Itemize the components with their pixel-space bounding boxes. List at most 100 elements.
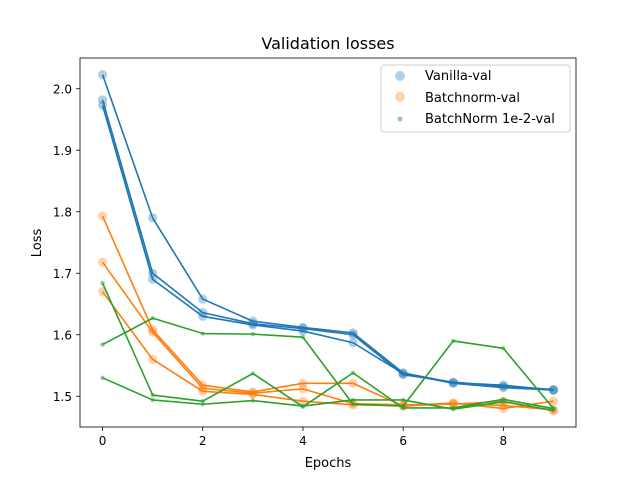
legend-marker-vanilla xyxy=(395,71,405,81)
y-tick-label: 1.7 xyxy=(53,267,72,281)
x-tick-label: 4 xyxy=(299,434,307,448)
data-point-batchnorm-val xyxy=(548,396,559,406)
series-line-batchnorm-1e-2-val-run-3 xyxy=(102,377,554,412)
y-tick-label: 2.0 xyxy=(53,82,72,96)
data-point-batchnorm-1e-2-val xyxy=(250,371,256,376)
x-tick-label: 6 xyxy=(399,434,407,448)
data-point-batchnorm-val xyxy=(148,327,158,337)
data-point-vanilla-val xyxy=(148,274,158,284)
x-tick-label: 8 xyxy=(500,434,508,448)
data-point-batchnorm-val xyxy=(448,399,458,409)
legend-label-vanilla: Vanilla-val xyxy=(425,69,492,84)
data-point-batchnorm-val xyxy=(97,257,108,267)
data-point-batchnorm-1e-2-val xyxy=(100,375,105,380)
data-point-vanilla-val xyxy=(548,385,559,395)
data-point-batchnorm-val xyxy=(298,396,308,406)
data-point-vanilla-val xyxy=(498,381,508,392)
data-point-vanilla-val xyxy=(548,384,559,395)
x-axis-label: Epochs xyxy=(305,456,352,471)
y-tick-label: 1.9 xyxy=(53,144,72,158)
plot-frame xyxy=(79,57,577,428)
data-point-batchnorm-1e-2-val xyxy=(150,315,155,321)
data-point-vanilla-val xyxy=(448,378,458,388)
data-point-batchnorm-1e-2-val xyxy=(400,405,406,411)
data-point-vanilla-val xyxy=(398,368,408,378)
series-line-batchnorm-val-run-1 xyxy=(101,215,554,411)
data-point-batchnorm-1e-2-val xyxy=(400,397,406,403)
data-point-vanilla-val xyxy=(498,380,508,390)
data-point-vanilla-val xyxy=(548,385,559,395)
data-point-vanilla-val xyxy=(97,70,108,80)
data-point-batchnorm-1e-2-val xyxy=(350,370,356,376)
series-line-vanilla-val-run-2 xyxy=(101,99,554,391)
chart-title: Validation losses xyxy=(261,34,394,53)
data-point-batchnorm-1e-2-val xyxy=(200,331,205,336)
series-vanilla-val xyxy=(97,70,559,395)
data-point-batchnorm-val xyxy=(348,378,358,388)
data-point-vanilla-val xyxy=(298,324,308,334)
data-point-batchnorm-val xyxy=(448,399,458,409)
data-point-vanilla-val xyxy=(398,368,408,379)
data-point-batchnorm-val xyxy=(298,384,308,394)
legend-marker-batchnorm xyxy=(395,92,405,102)
data-point-batchnorm-1e-2-val xyxy=(250,331,256,337)
data-point-vanilla-val xyxy=(498,383,508,393)
data-point-batchnorm-val xyxy=(148,354,158,364)
y-tick-label: 1.8 xyxy=(53,205,72,219)
series-line-vanilla-val-run-3 xyxy=(101,105,554,391)
data-point-batchnorm-1e-2-val xyxy=(300,335,306,340)
data-point-vanilla-val xyxy=(198,308,208,318)
data-point-vanilla-val xyxy=(398,370,408,380)
data-point-batchnorm-1e-2-val xyxy=(350,397,356,403)
data-point-vanilla-val xyxy=(448,377,458,387)
data-point-batchnorm-1e-2-val xyxy=(451,338,456,344)
data-point-vanilla-val xyxy=(248,320,258,330)
data-point-vanilla-val xyxy=(97,95,108,105)
x-tick-label: 0 xyxy=(99,434,107,448)
series-batchnorm-1e-2-val xyxy=(100,280,556,413)
y-axis-label: Loss xyxy=(30,229,45,258)
legend-box xyxy=(380,64,571,133)
data-point-batchnorm-val xyxy=(198,383,208,393)
data-point-batchnorm-val xyxy=(498,403,508,414)
data-point-batchnorm-val xyxy=(198,386,208,396)
data-point-vanilla-val xyxy=(348,328,358,338)
data-point-vanilla-val xyxy=(348,338,358,348)
y-tick-label: 1.6 xyxy=(53,328,72,342)
legend-marker-batchnorm-1e-2 xyxy=(397,116,403,122)
data-point-batchnorm-1e-2-val xyxy=(501,346,506,351)
series-line-batchnorm-1e-2-val-run-2 xyxy=(101,282,554,410)
data-point-vanilla-val xyxy=(248,316,258,326)
data-point-vanilla-val xyxy=(198,311,208,321)
series-line-batchnorm-val-run-2 xyxy=(101,261,554,412)
x-tick-label: 2 xyxy=(199,434,207,448)
legend-label-batchnorm-1e-2: BatchNorm 1e-2-val xyxy=(425,112,555,127)
legend: Vanilla-val Batchnorm-val BatchNorm 1e-2… xyxy=(380,64,571,133)
data-point-batchnorm-1e-2-val xyxy=(100,280,105,286)
data-point-batchnorm-val xyxy=(498,400,508,411)
data-point-vanilla-val xyxy=(248,319,258,329)
data-point-vanilla-val xyxy=(148,268,158,278)
data-point-batchnorm-val xyxy=(298,378,308,388)
data-point-batchnorm-val xyxy=(448,398,458,408)
data-point-vanilla-val xyxy=(348,330,358,340)
data-point-batchnorm-val xyxy=(248,389,258,400)
data-point-batchnorm-val xyxy=(97,211,108,221)
data-point-batchnorm-1e-2-val xyxy=(200,402,205,407)
data-point-batchnorm-val xyxy=(248,387,258,397)
data-point-batchnorm-1e-2-val xyxy=(551,408,556,413)
data-point-batchnorm-val xyxy=(248,388,258,398)
data-point-vanilla-val xyxy=(198,294,208,304)
data-point-vanilla-val xyxy=(148,213,158,223)
data-point-batchnorm-val xyxy=(148,325,158,335)
data-point-vanilla-val xyxy=(97,100,108,110)
data-point-batchnorm-1e-2-val xyxy=(100,342,105,347)
data-point-batchnorm-1e-2-val xyxy=(200,398,205,404)
data-point-batchnorm-1e-2-val xyxy=(451,406,456,412)
data-point-vanilla-val xyxy=(298,322,308,332)
y-tick-label: 1.5 xyxy=(53,390,72,404)
data-point-batchnorm-1e-2-val xyxy=(250,398,256,403)
data-point-vanilla-val xyxy=(448,378,458,388)
